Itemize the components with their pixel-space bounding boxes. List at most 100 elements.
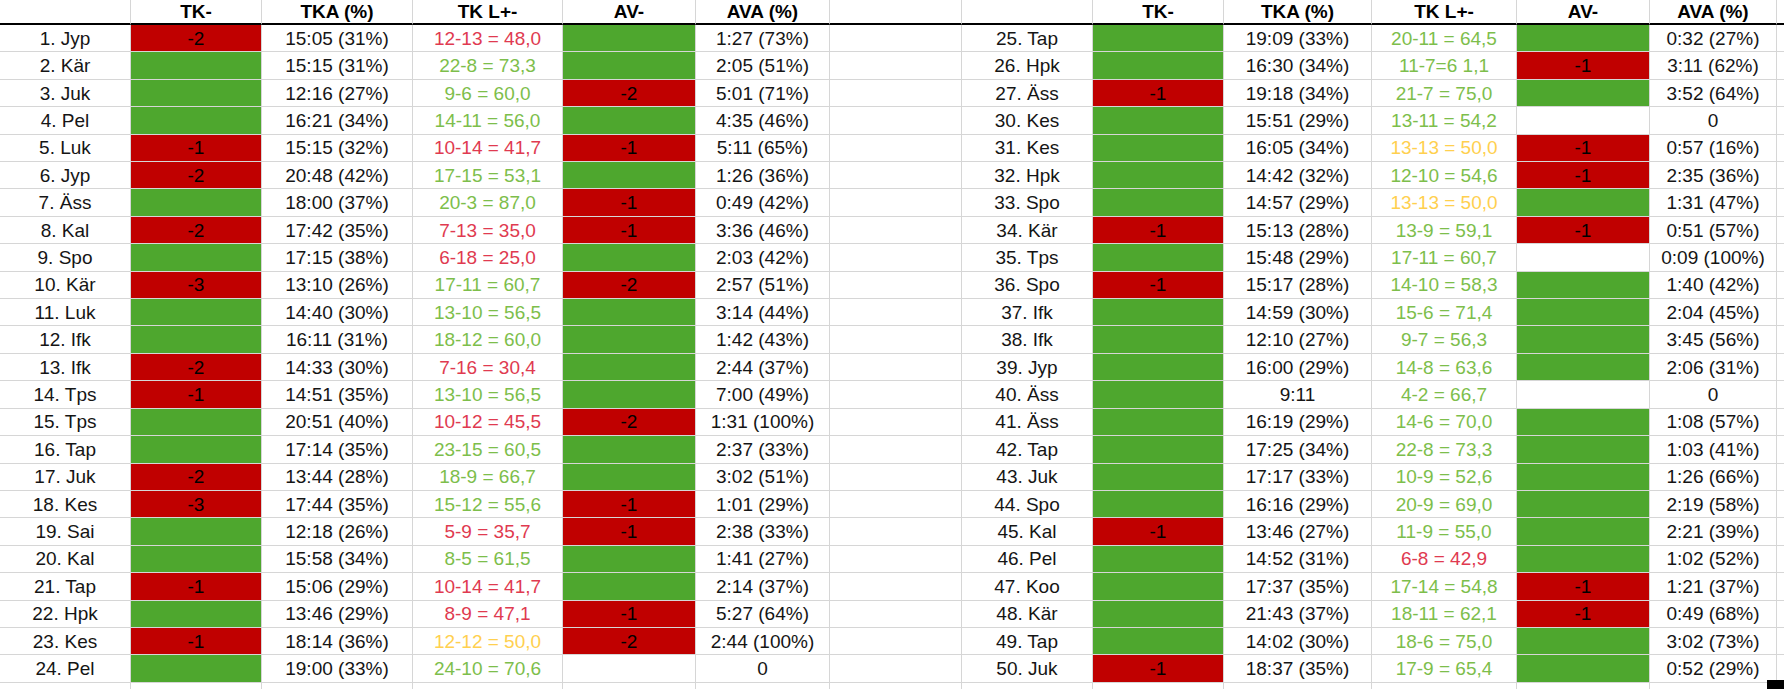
left-cell-22-ava[interactable]: 5:27 (64%) (696, 601, 830, 628)
left-cell-2-tkl[interactable]: 22-8 = 73,3 (413, 52, 563, 79)
right-cell-43-tkl[interactable]: 10-9 = 52,6 (1372, 464, 1517, 491)
left-cell-6-tkl[interactable]: 17-15 = 53,1 (413, 162, 563, 189)
right-cell-49-tka[interactable]: 14:02 (30%) (1224, 628, 1372, 655)
left-cell-9-name[interactable]: 9. Spo (0, 244, 131, 271)
partial-row-cell[interactable] (262, 683, 413, 689)
spacer-cell[interactable] (830, 217, 962, 244)
right-cell-33-av[interactable] (1517, 189, 1650, 216)
left-cell-18-av[interactable]: -1 (563, 491, 696, 518)
left-cell-9-tka[interactable]: 17:15 (38%) (262, 244, 413, 271)
right-cell-36-name[interactable]: 36. Spo (962, 272, 1093, 299)
right-cell-42-tk[interactable] (1093, 436, 1224, 463)
right-cell-26-tkl[interactable]: 11-7=6 1,1 (1372, 52, 1517, 79)
left-cell-7-tkl[interactable]: 20-3 = 87,0 (413, 189, 563, 216)
left-cell-24-tka[interactable]: 19:00 (33%) (262, 655, 413, 682)
right-cell-45-tk[interactable]: -1 (1093, 518, 1224, 545)
left-cell-13-av[interactable] (563, 354, 696, 381)
right-cell-38-av[interactable] (1517, 326, 1650, 353)
right-cell-44-tkl[interactable]: 20-9 = 69,0 (1372, 491, 1517, 518)
left-cell-22-tk[interactable] (131, 601, 262, 628)
right-cell-39-av[interactable] (1517, 354, 1650, 381)
left-cell-16-ava[interactable]: 2:37 (33%) (696, 436, 830, 463)
spacer-cell[interactable] (830, 244, 962, 271)
left-cell-2-av[interactable] (563, 52, 696, 79)
left-cell-4-tkl[interactable]: 14-11 = 56,0 (413, 107, 563, 134)
left-cell-12-name[interactable]: 12. Ifk (0, 326, 131, 353)
left-cell-9-tk[interactable] (131, 244, 262, 271)
left-cell-22-av[interactable]: -1 (563, 601, 696, 628)
spacer-cell[interactable] (830, 409, 962, 436)
left-cell-23-av[interactable]: -2 (563, 628, 696, 655)
right-cell-39-name[interactable]: 39. Jyp (962, 354, 1093, 381)
left-cell-11-tkl[interactable]: 13-10 = 56,5 (413, 299, 563, 326)
left-cell-20-tkl[interactable]: 8-5 = 61,5 (413, 546, 563, 573)
left-cell-14-av[interactable] (563, 381, 696, 408)
right-cell-45-name[interactable]: 45. Kal (962, 518, 1093, 545)
right-cell-40-tk[interactable] (1093, 381, 1224, 408)
partial-row-cell[interactable] (1224, 683, 1372, 689)
spacer-cell[interactable] (830, 80, 962, 107)
partial-row-cell[interactable] (962, 683, 1093, 689)
spacer-cell[interactable] (830, 326, 962, 353)
left-cell-9-av[interactable] (563, 244, 696, 271)
right-cell-36-ava[interactable]: 1:40 (42%) (1650, 272, 1777, 299)
left-header-tk[interactable]: TK- (131, 0, 262, 25)
spacer-cell[interactable] (830, 491, 962, 518)
right-cell-46-tkl[interactable]: 6-8 = 42,9 (1372, 546, 1517, 573)
left-cell-8-name[interactable]: 8. Kal (0, 217, 131, 244)
spacer-cell[interactable] (830, 381, 962, 408)
right-cell-30-tka[interactable]: 15:51 (29%) (1224, 107, 1372, 134)
left-cell-8-av[interactable]: -1 (563, 217, 696, 244)
left-cell-10-tka[interactable]: 13:10 (26%) (262, 272, 413, 299)
right-cell-34-tkl[interactable]: 13-9 = 59,1 (1372, 217, 1517, 244)
right-cell-35-tk[interactable] (1093, 244, 1224, 271)
left-cell-21-tkl[interactable]: 10-14 = 41,7 (413, 573, 563, 600)
right-cell-35-tkl[interactable]: 17-11 = 60,7 (1372, 244, 1517, 271)
left-cell-3-tka[interactable]: 12:16 (27%) (262, 80, 413, 107)
left-cell-6-av[interactable] (563, 162, 696, 189)
left-cell-20-ava[interactable]: 1:41 (27%) (696, 546, 830, 573)
right-cell-44-name[interactable]: 44. Spo (962, 491, 1093, 518)
right-cell-32-tk[interactable] (1093, 162, 1224, 189)
right-cell-41-tka[interactable]: 16:19 (29%) (1224, 409, 1372, 436)
right-cell-49-name[interactable]: 49. Tap (962, 628, 1093, 655)
left-cell-15-tkl[interactable]: 10-12 = 45,5 (413, 409, 563, 436)
right-cell-49-ava[interactable]: 3:02 (73%) (1650, 628, 1777, 655)
right-cell-31-tk[interactable] (1093, 135, 1224, 162)
left-cell-13-ava[interactable]: 2:44 (37%) (696, 354, 830, 381)
left-cell-11-tka[interactable]: 14:40 (30%) (262, 299, 413, 326)
right-header-ava[interactable]: AVA (%) (1650, 0, 1777, 25)
left-cell-5-ava[interactable]: 5:11 (65%) (696, 135, 830, 162)
right-cell-31-ava[interactable]: 0:57 (16%) (1650, 135, 1777, 162)
left-cell-20-av[interactable] (563, 546, 696, 573)
left-cell-21-ava[interactable]: 2:14 (37%) (696, 573, 830, 600)
left-cell-7-ava[interactable]: 0:49 (42%) (696, 189, 830, 216)
right-cell-39-ava[interactable]: 2:06 (31%) (1650, 354, 1777, 381)
left-cell-18-name[interactable]: 18. Kes (0, 491, 131, 518)
right-cell-30-tk[interactable] (1093, 107, 1224, 134)
left-cell-17-av[interactable] (563, 464, 696, 491)
left-cell-13-tk[interactable]: -2 (131, 354, 262, 381)
left-cell-6-name[interactable]: 6. Jyp (0, 162, 131, 189)
right-cell-37-tka[interactable]: 14:59 (30%) (1224, 299, 1372, 326)
left-cell-23-tka[interactable]: 18:14 (36%) (262, 628, 413, 655)
right-cell-41-tk[interactable] (1093, 409, 1224, 436)
left-cell-12-av[interactable] (563, 326, 696, 353)
right-cell-30-ava[interactable]: 0 (1650, 107, 1777, 134)
right-cell-43-tka[interactable]: 17:17 (33%) (1224, 464, 1372, 491)
right-cell-47-tkl[interactable]: 17-14 = 54,8 (1372, 573, 1517, 600)
left-cell-12-ava[interactable]: 1:42 (43%) (696, 326, 830, 353)
left-cell-8-tkl[interactable]: 7-13 = 35,0 (413, 217, 563, 244)
left-cell-18-ava[interactable]: 1:01 (29%) (696, 491, 830, 518)
left-cell-18-tkl[interactable]: 15-12 = 55,6 (413, 491, 563, 518)
left-cell-20-tk[interactable] (131, 546, 262, 573)
left-cell-14-tk[interactable]: -1 (131, 381, 262, 408)
left-cell-19-av[interactable]: -1 (563, 518, 696, 545)
right-cell-42-name[interactable]: 42. Tap (962, 436, 1093, 463)
right-cell-41-tkl[interactable]: 14-6 = 70,0 (1372, 409, 1517, 436)
right-cell-31-av[interactable]: -1 (1517, 135, 1650, 162)
right-cell-26-tk[interactable] (1093, 52, 1224, 79)
right-cell-34-tka[interactable]: 15:13 (28%) (1224, 217, 1372, 244)
right-cell-37-tk[interactable] (1093, 299, 1224, 326)
left-cell-13-tkl[interactable]: 7-16 = 30,4 (413, 354, 563, 381)
